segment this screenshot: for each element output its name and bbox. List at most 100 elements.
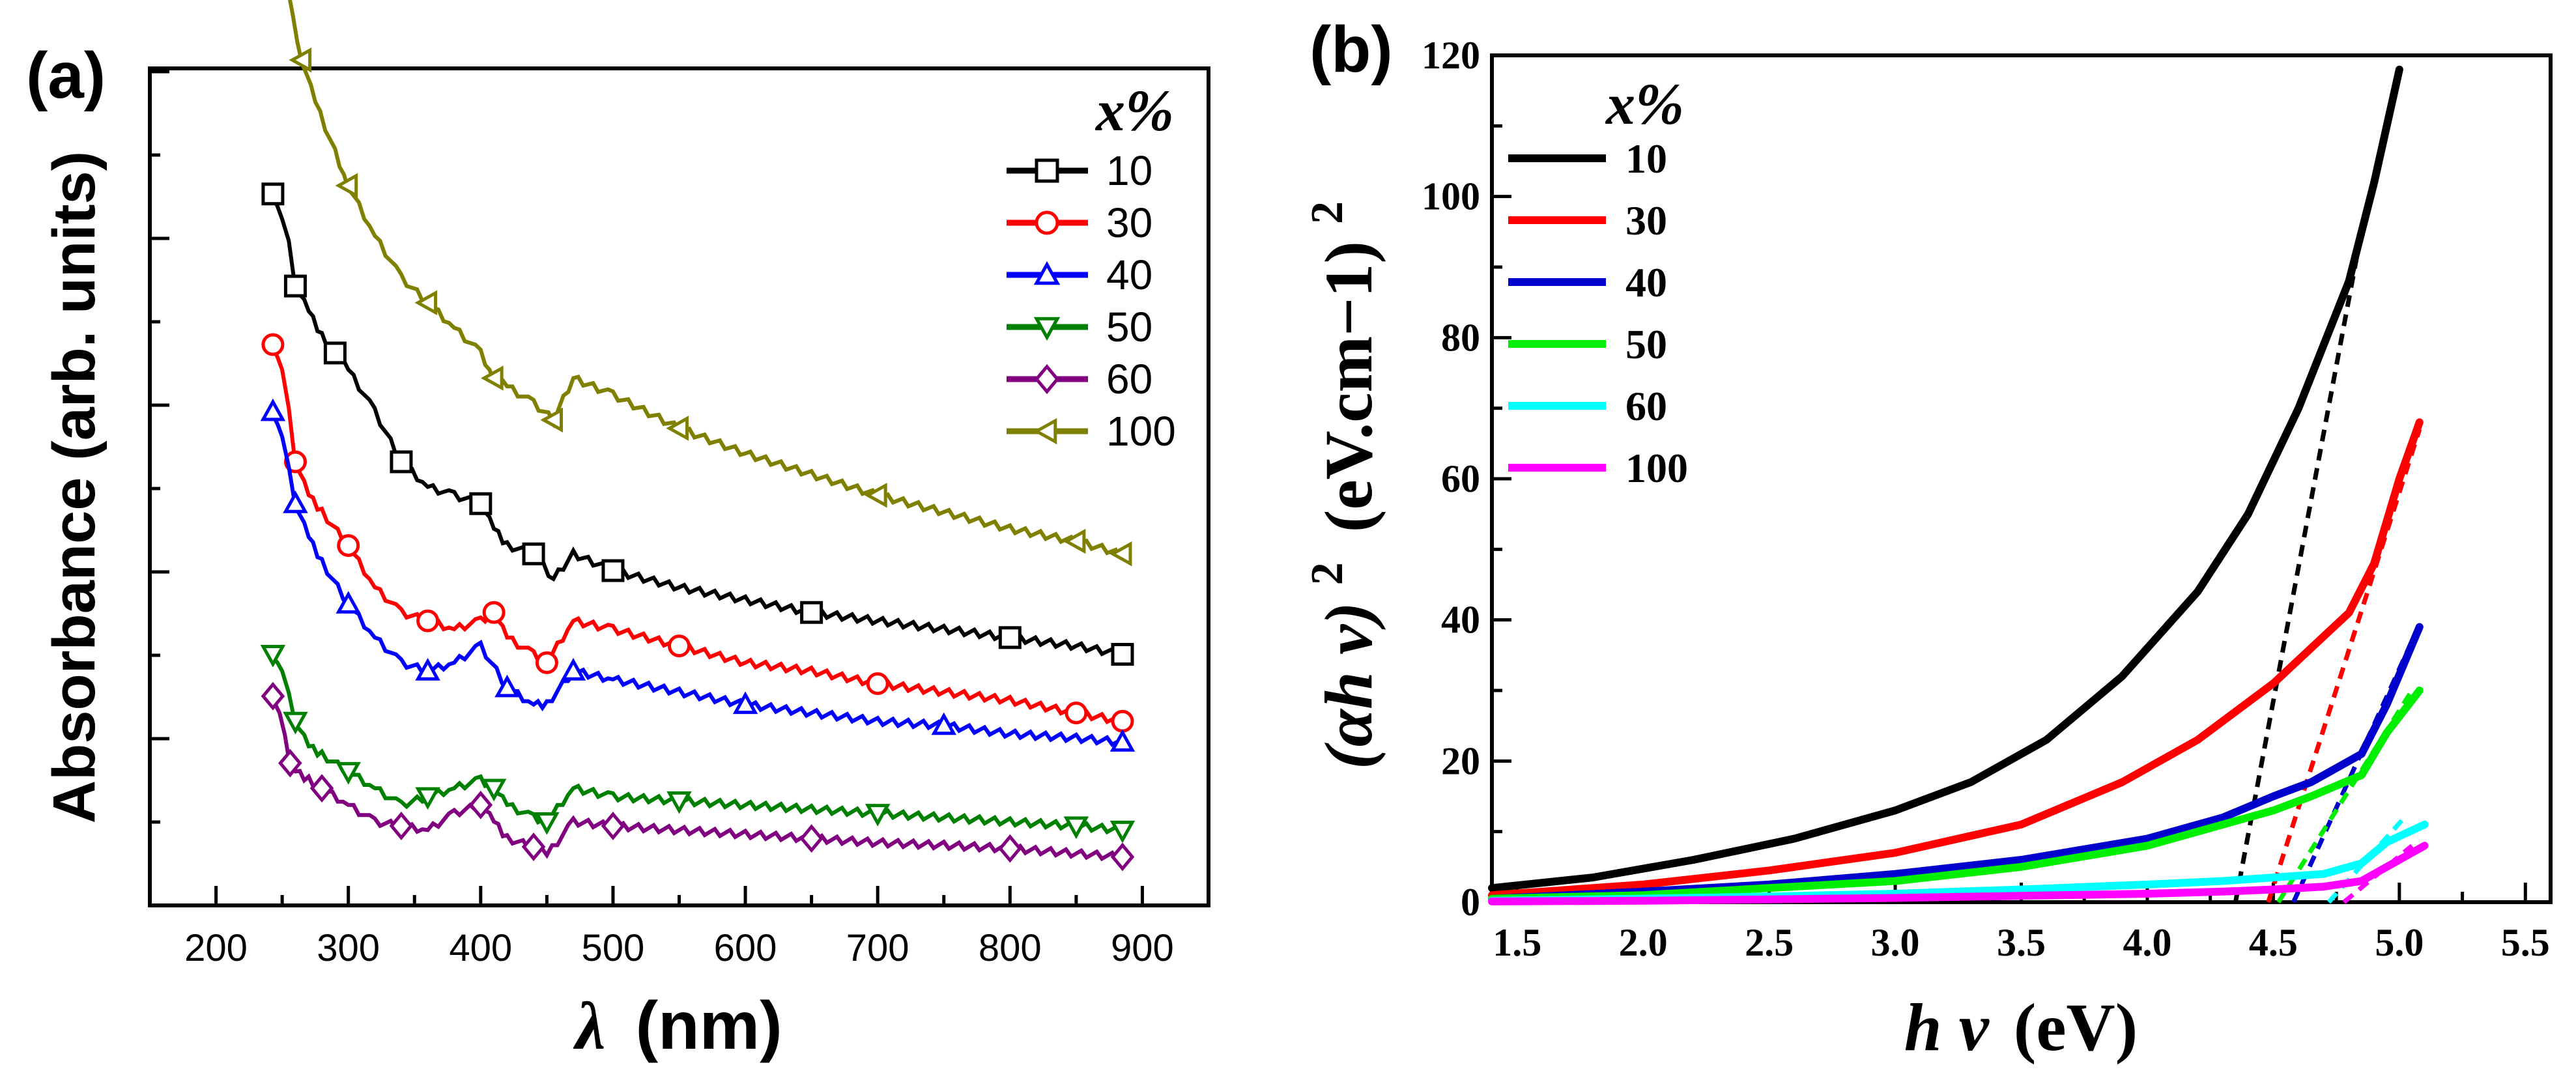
legend-label: 60 (1106, 356, 1152, 403)
data-point (998, 834, 1022, 863)
panel-a-legend-title: x% (1095, 79, 1174, 143)
legend-item-30: 30 (1007, 199, 1152, 246)
legend-item-100: 100 (1007, 408, 1176, 455)
panel-a-xlabel-unit: (nm) (635, 988, 782, 1064)
legend-item-40: 40 (1508, 259, 1667, 306)
data-point (283, 711, 308, 735)
panel-a-legend: x% 10 30 40 50 60 100 (1007, 79, 1176, 455)
data-point (416, 609, 440, 632)
y-tick-label: 100 (1422, 175, 1480, 218)
panel-a-plot-area (260, 0, 1136, 872)
legend-marker (1033, 418, 1057, 445)
series-line-40 (271, 414, 1119, 748)
legend-item-60: 60 (1508, 383, 1667, 429)
series-line-50 (271, 656, 1119, 835)
panel-a-axis-ticks: 200 300 400 500 600 700 800 900 (148, 70, 1210, 969)
legend-item-50: 50 (1007, 304, 1152, 350)
panel-b-xlabel-symbol: h ν (1904, 990, 1990, 1065)
series-line-100 (1488, 842, 2429, 905)
data-point (283, 274, 307, 298)
data-point (494, 674, 520, 698)
data-point (1063, 816, 1089, 840)
legend-label: 30 (1106, 199, 1152, 246)
data-point (335, 173, 358, 199)
series-60 (261, 681, 1135, 872)
legend-label: 100 (1106, 408, 1176, 455)
series-line-30 (1488, 418, 2424, 900)
data-point (414, 290, 438, 316)
svg-text:(αh ν) 2 (eV.c: (αh ν) 2 (eV.cm−1) 2 (1282, 201, 1386, 769)
legend-marker (1033, 261, 1061, 285)
data-point (560, 658, 586, 681)
panel-b-label: (b) (1309, 13, 1393, 86)
series-30 (261, 333, 1134, 733)
data-point (521, 832, 546, 861)
x-tick-label: 300 (317, 927, 380, 969)
y-tick-label: 20 (1441, 739, 1480, 782)
data-point (522, 542, 545, 565)
panel-a-ylabel: Absorbance (arb. units) (41, 151, 107, 824)
data-point (323, 341, 347, 365)
panel-b-legend-title: x% (1605, 72, 1684, 137)
y-tick-label: 0 (1461, 881, 1480, 924)
series-line-10 (271, 196, 1119, 658)
y-tick-label: 80 (1441, 316, 1480, 359)
x-tick-label: 4.5 (2249, 921, 2298, 964)
series-10 (261, 182, 1134, 666)
data-point (1109, 729, 1136, 752)
data-point (283, 490, 308, 513)
series-line-10 (1488, 65, 2403, 892)
panel-b-ylabel: (αh ν) 2 (eV.cm−1) 2 (1282, 201, 1386, 769)
x-tick-label: 5.0 (2375, 921, 2424, 964)
data-point (289, 47, 312, 73)
x-tick-label: 3.5 (1997, 921, 2046, 964)
x-tick-label: 700 (846, 927, 909, 969)
x-tick-label: 4.0 (2123, 921, 2171, 964)
data-point (415, 658, 440, 681)
data-point (261, 681, 285, 711)
legend-item-30: 30 (1508, 197, 1667, 244)
series-50 (260, 645, 1136, 844)
data-point (1111, 643, 1134, 666)
panel-a-label: (a) (26, 39, 106, 112)
data-point (337, 533, 360, 557)
panel-b-legend: x% 10 30 40 50 60 100 (1508, 72, 1688, 491)
data-point (480, 365, 504, 391)
data-point (865, 483, 887, 508)
x-tick-label: 900 (1111, 927, 1174, 969)
x-tick-label: 3.0 (1871, 921, 1920, 964)
data-point (601, 812, 625, 840)
data-point (468, 790, 493, 819)
data-point (482, 601, 506, 624)
legend-marker (1034, 363, 1060, 395)
legend-label: 60 (1625, 383, 1667, 429)
data-point (261, 182, 285, 206)
legend-label: 30 (1625, 197, 1667, 244)
data-point (1065, 701, 1088, 724)
panel-b: (b) 1.5 2.0 2.5 3.0 3.5 4.0 4.5 5.0 5.5 0 20 40 60 80… (1282, 13, 2553, 1065)
data-point (389, 812, 414, 840)
data-point (865, 804, 891, 827)
legend-label: 10 (1625, 135, 1667, 182)
y-tick-label: 40 (1441, 599, 1480, 642)
data-point (336, 761, 361, 785)
series-line-60 (271, 698, 1119, 862)
panel-b-xlabel-unit: (eV) (2014, 990, 2138, 1065)
data-point (998, 626, 1022, 649)
panel-a-xlabel-symbol: λ (573, 989, 605, 1064)
data-point (601, 559, 625, 582)
panel-a: (a) 200 300 400 500 600 700 800 900 x% 10 30 40 50… (26, 0, 1210, 1064)
legend-label: 40 (1625, 259, 1667, 306)
data-point (866, 672, 889, 695)
data-point (469, 492, 493, 515)
legend-item-50: 50 (1508, 321, 1667, 367)
x-tick-label: 5.5 (2501, 921, 2550, 964)
x-tick-label: 500 (582, 927, 645, 969)
series-line-50 (1488, 687, 2424, 903)
x-tick-label: 600 (714, 927, 777, 969)
data-point (931, 712, 956, 735)
x-tick-label: 200 (184, 927, 248, 969)
tangent-line-50 (2276, 689, 2414, 903)
data-point (309, 774, 334, 803)
